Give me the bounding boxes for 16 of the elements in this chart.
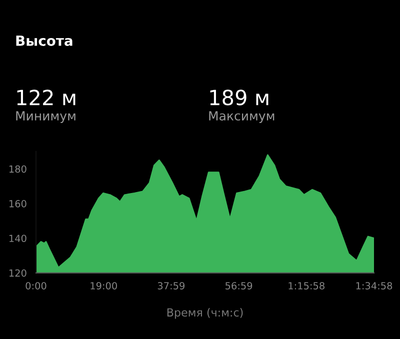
x-tick-label: 37:59 [158,282,184,290]
x-tick-label: 0:00 [26,282,46,290]
x-axis-title: Время (ч:м:с) [167,308,243,319]
chart-title: Высота [16,36,72,46]
text: 189 м [210,90,268,106]
y-tick-label: 120 [9,269,26,277]
text: Максимум [209,111,274,123]
x-tick-label: 1:34:58 [356,282,392,290]
x-tick-label: 56:59 [226,282,252,290]
x-tick-label: 1:15:58 [288,282,324,290]
y-tick-label: 160 [9,200,26,208]
y-tick-label: 140 [9,234,26,242]
text: Минимум [16,111,76,123]
text: 122 м [17,90,76,106]
x-tick-label: 19:00 [90,282,117,290]
y-tick-label: 180 [9,165,26,173]
